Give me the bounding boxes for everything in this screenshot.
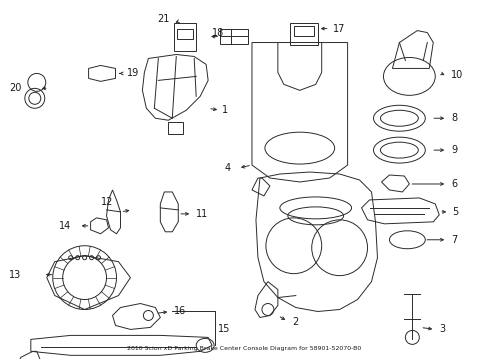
Text: 5: 5 (451, 207, 458, 217)
Text: 3: 3 (438, 324, 445, 334)
Text: 14: 14 (59, 221, 71, 231)
Bar (177, 28, 193, 39)
Text: 17: 17 (332, 24, 345, 33)
Bar (168, 122, 183, 134)
Text: 9: 9 (450, 145, 456, 155)
Text: 19: 19 (126, 68, 139, 78)
Text: 1: 1 (222, 105, 228, 115)
Bar (220, 28, 247, 44)
Text: 8: 8 (450, 113, 456, 123)
Text: 21: 21 (157, 14, 169, 24)
Text: 2: 2 (291, 318, 298, 328)
Bar (174, 23, 196, 50)
Text: 11: 11 (196, 209, 208, 219)
Bar (293, 26, 313, 36)
Text: 2010 Scion xD Parking Brake Center Console Diagram for 58901-52070-B0: 2010 Scion xD Parking Brake Center Conso… (127, 346, 361, 351)
Text: 18: 18 (212, 28, 224, 37)
Text: 4: 4 (224, 163, 230, 173)
Text: 12: 12 (101, 197, 113, 207)
Text: 10: 10 (450, 71, 463, 80)
Bar (289, 23, 317, 45)
Text: 13: 13 (9, 270, 21, 280)
Text: 16: 16 (174, 306, 186, 316)
Text: 20: 20 (9, 84, 21, 93)
Text: 15: 15 (218, 324, 230, 334)
Text: 7: 7 (450, 235, 456, 245)
Text: 6: 6 (450, 179, 456, 189)
